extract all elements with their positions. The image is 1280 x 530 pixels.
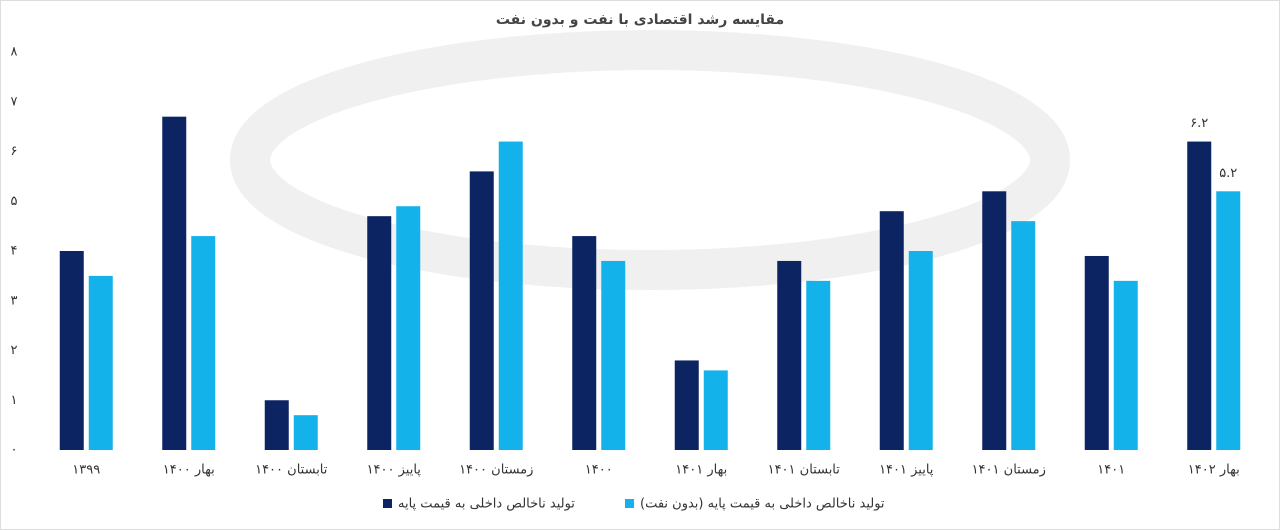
bar — [469, 171, 494, 450]
bar — [162, 116, 187, 451]
x-tick-label: پاییز ۱۴۰۱ — [879, 463, 934, 478]
y-tick-label: ۲ — [11, 343, 18, 358]
bar — [703, 370, 728, 450]
bar — [879, 211, 904, 450]
bar — [1216, 191, 1241, 451]
bar — [367, 216, 392, 450]
x-tick-label: ۱۳۹۹ — [72, 463, 100, 478]
value-label: ۶.۲ — [1190, 116, 1208, 131]
x-tick-label: بهار ۱۴۰۱ — [675, 463, 727, 478]
bar — [1011, 221, 1036, 450]
bar — [777, 260, 802, 450]
value-label: ۵.۲ — [1219, 166, 1237, 181]
bar — [396, 206, 421, 450]
bar — [191, 236, 216, 450]
bar — [572, 236, 597, 450]
x-tick-label: ۱۴۰۱ — [1097, 463, 1125, 478]
x-tick-label: زمستان ۱۴۰۰ — [459, 463, 533, 478]
bar — [674, 360, 699, 450]
x-tick-label: پاییز ۱۴۰۰ — [367, 463, 422, 478]
bar — [498, 141, 523, 451]
bar — [264, 400, 289, 450]
legend-label: تولید ناخالص داخلی به قیمت پایه — [398, 497, 575, 512]
chart-title: مقایسه رشد اقتصادی با نفت و بدون نفت — [496, 12, 784, 28]
y-tick-label: ۴ — [11, 244, 18, 259]
legend-label: تولید ناخالص داخلی به قیمت پایه (بدون نف… — [640, 497, 885, 512]
bar — [1187, 141, 1212, 451]
bar — [601, 260, 626, 450]
bar — [806, 280, 831, 450]
x-tick-label: ۱۴۰۰ — [585, 463, 613, 478]
x-tick-label: تابستان ۱۴۰۰ — [255, 463, 328, 478]
legend-swatch — [383, 499, 392, 508]
bar — [1113, 280, 1138, 450]
y-tick-label: ۵ — [11, 194, 18, 209]
bar — [982, 191, 1007, 451]
watermark — [230, 30, 1070, 290]
x-tick-label: تابستان ۱۴۰۱ — [768, 463, 841, 478]
x-tick-label: زمستان ۱۴۰۱ — [972, 463, 1046, 478]
bar — [293, 415, 318, 450]
y-tick-label: ۷ — [11, 94, 18, 109]
x-tick-label: بهار ۱۴۰۰ — [163, 463, 215, 478]
legend-swatch — [625, 499, 634, 508]
bar — [1084, 255, 1109, 450]
y-tick-label: ۸ — [11, 45, 18, 60]
y-tick-label: ۳ — [11, 293, 18, 308]
bar — [908, 251, 933, 450]
y-tick-label: ۱ — [11, 393, 18, 408]
bar — [88, 275, 113, 450]
x-tick-label: بهار ۱۴۰۲ — [1188, 463, 1240, 478]
y-tick-label: ۰ — [11, 443, 18, 458]
y-tick-label: ۶ — [11, 144, 18, 159]
bar — [59, 251, 84, 450]
